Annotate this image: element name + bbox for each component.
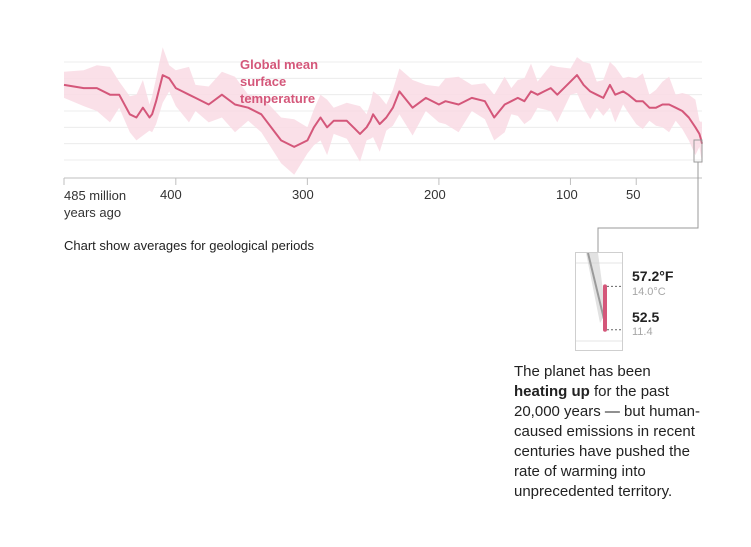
zoom-inset bbox=[575, 252, 623, 351]
series-line-layer bbox=[63, 74, 703, 148]
inset-value-low-c: 11.4 bbox=[632, 326, 653, 338]
x-tick-label-100: 100 bbox=[556, 187, 578, 202]
inset-value-high-c: 14.0°C bbox=[632, 286, 666, 298]
inset-value-high-f: 57.2°F bbox=[632, 268, 674, 284]
x-tick-label-485-line2: years ago bbox=[64, 205, 122, 220]
annotation-text-emphasis: heating up bbox=[514, 383, 590, 400]
x-tick-label-300: 300 bbox=[292, 187, 314, 202]
callout-connector-line bbox=[597, 162, 699, 252]
uncertainty-band-layer bbox=[64, 47, 702, 175]
x-tick-label-200: 200 bbox=[424, 187, 446, 202]
x-tick-label-50: 50 bbox=[626, 187, 641, 202]
x-axis bbox=[63, 177, 702, 185]
series-line bbox=[63, 74, 703, 148]
annotation-text: The planet has been heating up for the p… bbox=[514, 362, 704, 502]
zoom-inset-chart bbox=[576, 253, 622, 342]
series-label: Global mean surface temperature bbox=[240, 57, 319, 106]
x-tick-label-485-line1: 485 million bbox=[64, 188, 127, 203]
inset-history-line bbox=[587, 253, 605, 320]
annotation-text-start: The planet has been bbox=[514, 363, 651, 380]
callout-connector bbox=[597, 139, 703, 252]
inset-value-low-f: 52.5 bbox=[632, 309, 660, 325]
uncertainty-band bbox=[64, 47, 702, 175]
chart-footnote: Chart show averages for geological perio… bbox=[64, 238, 315, 253]
annotation-text-end: for the past 20,000 years — but human-ca… bbox=[514, 383, 700, 500]
x-tick-label-400: 400 bbox=[160, 187, 182, 202]
x-tick-label-485: 485 million years ago bbox=[64, 187, 126, 221]
